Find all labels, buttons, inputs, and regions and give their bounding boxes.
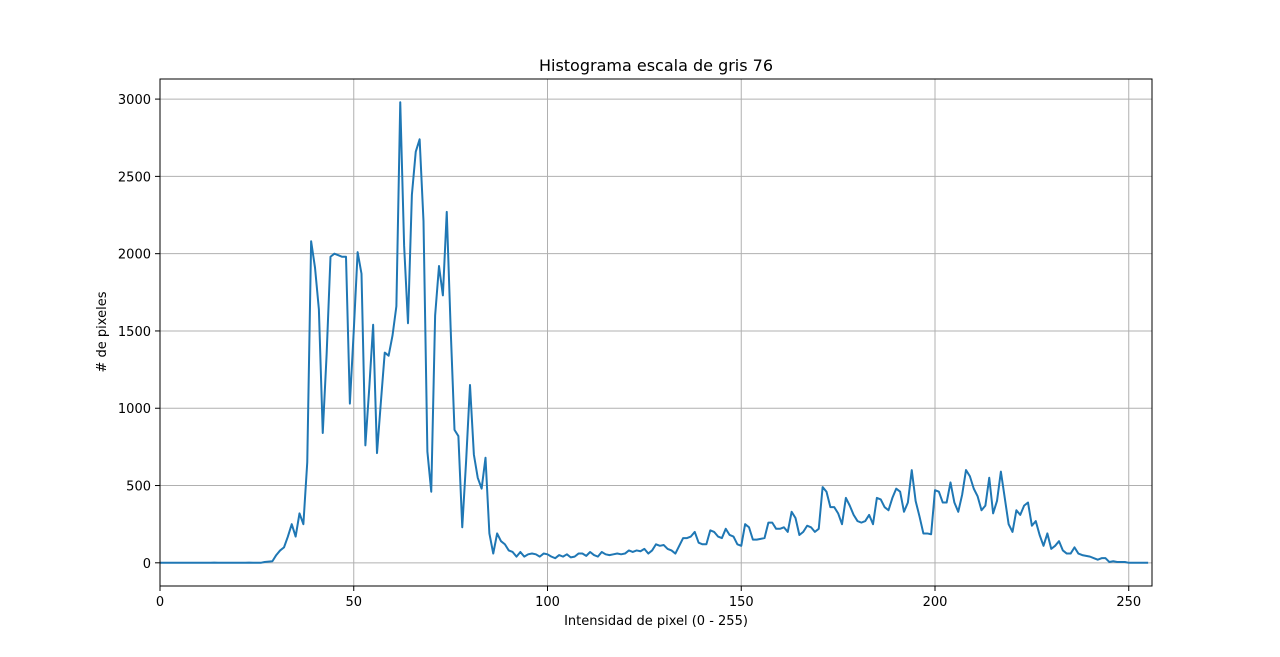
x-tick-label: 250 [1116,595,1141,610]
y-tick-label: 1500 [118,325,151,340]
y-axis-label: # de pixeles [95,291,110,372]
x-tick-label: 150 [729,595,754,610]
y-tick-label: 1000 [118,402,151,417]
x-tick-label: 200 [923,595,948,610]
y-tick-label: 500 [126,480,151,495]
chart-title: Histograma escala de gris 76 [539,56,773,75]
x-tick-label: 100 [535,595,560,610]
y-tick-label: 2000 [118,248,151,263]
grid-lines [159,79,1152,586]
y-tick-label: 2500 [118,170,151,185]
x-axis-ticks: 0 50 100 150 200 250 [156,586,1141,610]
series-layer [160,101,1149,564]
y-tick-label: 0 [143,557,151,572]
x-tick-label: 0 [156,595,164,610]
y-axis-ticks: 0 500 1000 1500 2000 2500 3000 [118,93,160,572]
y-tick-label: 3000 [118,93,151,108]
x-axis-label: Intensidad de pixel (0 - 255) [564,614,748,629]
x-tick-label: 50 [345,595,362,610]
histogram-series-line [160,101,1149,564]
plot-frame [159,78,1153,587]
